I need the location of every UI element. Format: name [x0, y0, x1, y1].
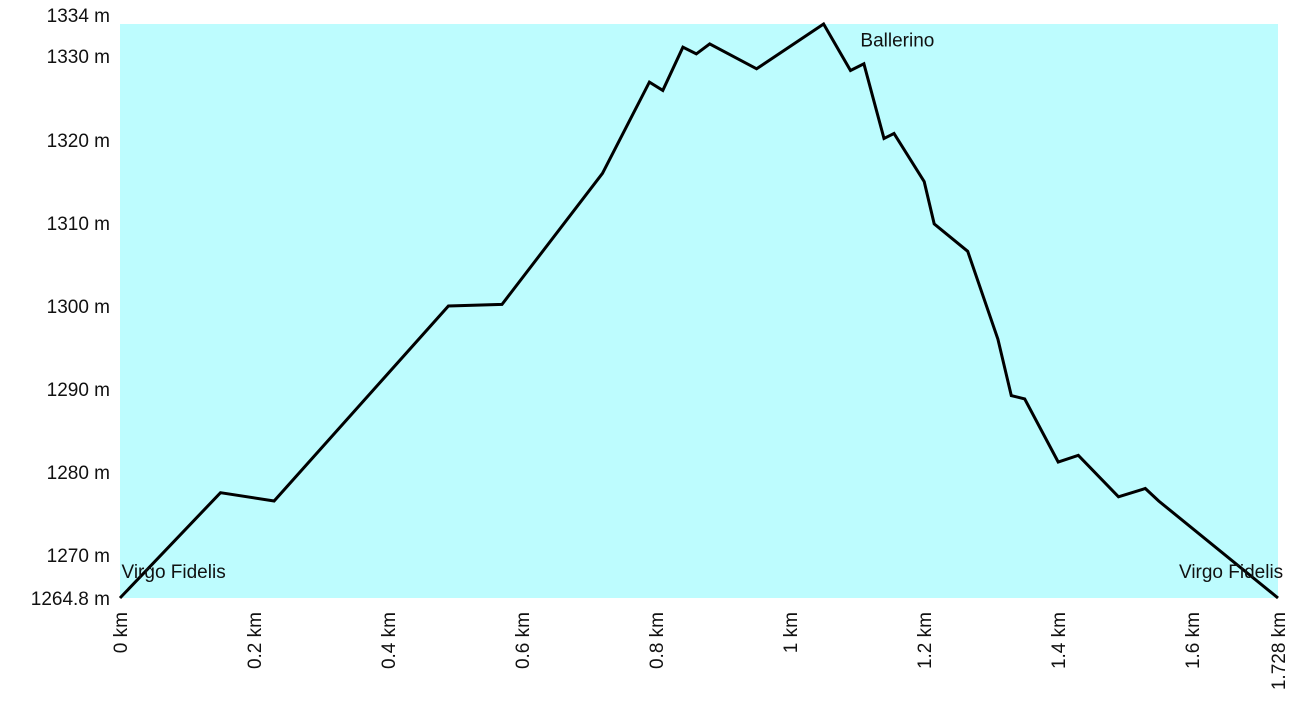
- x-tick-label: 1 km: [781, 612, 802, 653]
- y-axis-ticks: 1264.8 m 1270 m 1280 m 1290 m 1300 m 1310 m 13…: [31, 6, 110, 610]
- y-tick-label: 1330 m: [47, 47, 110, 68]
- y-tick-label: 1264.8 m: [31, 589, 110, 610]
- waypoint-label: Ballerino: [860, 30, 934, 51]
- area-layer: [118, 21, 1279, 600]
- waypoint-label: Virgo Fidelis: [122, 562, 226, 583]
- x-tick-label: 0 km: [111, 612, 132, 653]
- y-tick-label: 1270 m: [47, 546, 110, 567]
- x-tick-label: 0.4 km: [379, 612, 400, 669]
- y-tick-label: 1310 m: [47, 214, 110, 235]
- y-tick-label: 1320 m: [47, 131, 110, 152]
- y-tick-label: 1290 m: [47, 380, 110, 401]
- x-tick-label: 1.728 km: [1269, 612, 1290, 690]
- x-axis-ticks: 0 km 0.2 km 0.4 km 0.6 km 0.8 km 1 km 1.2 km 1.…: [111, 612, 1290, 690]
- y-tick-label: 1280 m: [47, 463, 110, 484]
- x-tick-label: 0.6 km: [513, 612, 534, 669]
- y-tick-label: 1334 m: [47, 6, 110, 27]
- x-tick-label: 1.6 km: [1183, 612, 1204, 669]
- x-tick-label: 0.2 km: [245, 612, 266, 669]
- y-tick-label: 1300 m: [47, 297, 110, 318]
- elevation-line: [118, 21, 1279, 600]
- waypoint-label: Virgo Fidelis: [1179, 562, 1283, 583]
- x-tick-label: 1.4 km: [1049, 612, 1070, 669]
- x-tick-label: 1.2 km: [915, 612, 936, 669]
- x-tick-label: 0.8 km: [647, 612, 668, 669]
- plot-area: [120, 24, 1278, 598]
- annotations: Virgo Fidelis Ballerino Virgo Fidelis: [122, 30, 1284, 583]
